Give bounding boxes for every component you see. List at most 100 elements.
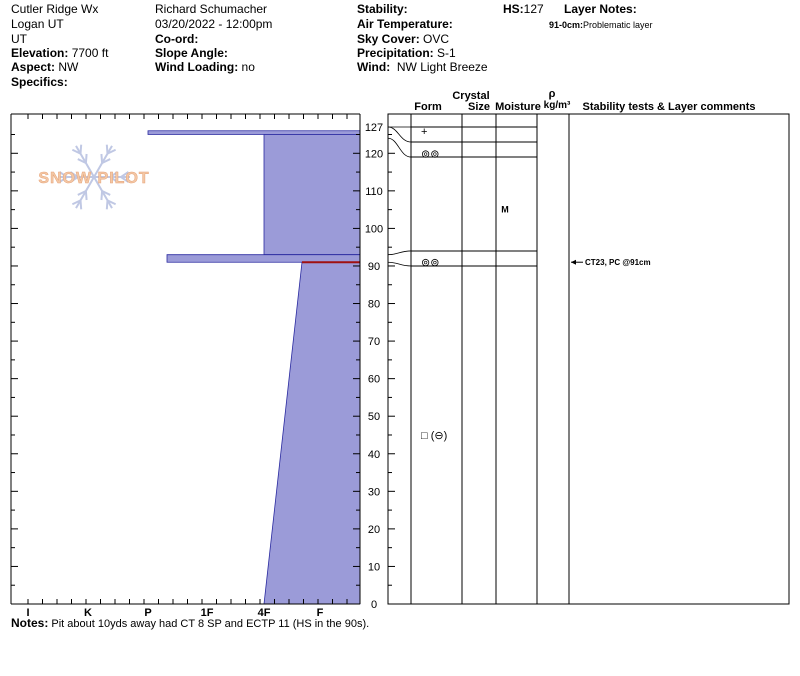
wind-loading-label: Wind Loading: <box>155 60 239 74</box>
sky-label: Sky Cover: <box>357 32 420 46</box>
precip-label: Precipitation: <box>357 46 434 60</box>
wind-loading: Wind Loading: no <box>155 60 255 75</box>
snowflake-branch <box>71 148 81 155</box>
layer-note-range: 91-0cm: <box>549 20 584 30</box>
hs-value: 127 <box>523 2 544 16</box>
precip-value: S-1 <box>437 46 456 60</box>
snowflake-branch <box>71 199 81 206</box>
snowflake-icon <box>58 144 130 210</box>
table-frame <box>387 113 790 605</box>
hardness-layer <box>263 261 361 605</box>
snowflake-branch <box>105 144 109 154</box>
grain-form-label: ⊚⊚ <box>421 257 439 269</box>
layer-connector <box>387 137 412 158</box>
hardness-layer <box>147 130 361 135</box>
wind-value: NW Light Breeze <box>396 60 488 74</box>
stability-comment: CT23, PC @91cm <box>585 258 651 267</box>
grain-form-label: □ (⊖) <box>421 430 447 442</box>
depth-tick-label: 80 <box>368 299 380 311</box>
hardness-tick-label: 4F <box>258 607 271 619</box>
depth-tick-label: 60 <box>368 374 380 386</box>
hardness-tick-label: K <box>84 607 92 619</box>
snowflake-branch <box>107 199 117 206</box>
depth-tick-label: 50 <box>368 411 380 423</box>
snowflake-branch <box>77 190 87 196</box>
snowflake-branch <box>59 171 68 178</box>
snowpilot-logo: SNOW PILOT <box>38 144 149 210</box>
snowflake-branch <box>69 171 79 178</box>
notes-text: Pit about 10yds away had CT 8 SP and ECT… <box>51 618 370 630</box>
snowflake-branch <box>77 158 87 164</box>
wind-loading-value: no <box>241 60 255 74</box>
coord-label: Co-ord: <box>155 32 199 46</box>
layer-notes-label: Layer Notes: <box>564 2 637 16</box>
elevation-label: Elevation: <box>11 46 69 60</box>
precipitation: Precipitation: S-1 <box>357 46 456 61</box>
notes: Notes: Pit about 10yds away had CT 8 SP … <box>11 616 369 630</box>
rho-heading: ρ <box>549 88 556 100</box>
hs-label: HS: <box>503 2 524 16</box>
state: UT <box>11 32 27 46</box>
aspect-label: Aspect: <box>11 60 56 74</box>
notes-label: Notes: <box>11 616 49 630</box>
layer-connector <box>387 126 412 143</box>
sky-cover: Sky Cover: OVC <box>357 32 449 47</box>
depth-tick-label: 127 <box>365 122 383 134</box>
snowflake-branch <box>84 153 88 164</box>
datetime: 03/20/2022 - 12:00pm <box>155 17 273 31</box>
snowflake-branch <box>109 171 119 178</box>
elevation-value: 7700 ft <box>71 46 109 60</box>
logo-text: SNOW PILOT <box>38 170 149 187</box>
moisture-heading: Moisture <box>495 101 541 113</box>
snowflake-arm <box>93 176 113 209</box>
hardness-layer <box>166 254 361 263</box>
depth-tick-label: 100 <box>365 223 383 235</box>
wind-label: Wind: <box>357 60 391 74</box>
hardness-layer <box>263 134 361 256</box>
layer-connector <box>387 261 412 267</box>
coord: Co-ord: <box>155 32 198 47</box>
snowflake-arm <box>75 176 95 209</box>
stability: Stability: <box>357 2 408 17</box>
moisture-label: M <box>501 205 509 215</box>
snowflake-branch <box>79 200 83 210</box>
location-name: Cutler Ridge Wx <box>11 2 99 16</box>
hardness-tick-label: I <box>26 607 29 619</box>
snowflake-branch <box>120 176 129 183</box>
specifics-label: Specifics: <box>11 75 68 89</box>
depth-tick-label: 20 <box>368 524 380 536</box>
density-unit-heading: kg/m³ <box>544 100 571 111</box>
depth-tick-label: 110 <box>365 186 383 198</box>
elevation: Elevation: 7700 ft <box>11 46 108 61</box>
aspect-value: NW <box>58 60 79 74</box>
snowflake-branch <box>107 148 117 155</box>
snowflake-arm <box>75 145 95 178</box>
hardness-tick-label: 1F <box>201 607 214 619</box>
specifics: Specifics: <box>11 75 68 90</box>
snowflake-branch <box>79 144 83 154</box>
slope-angle: Slope Angle: <box>155 46 228 61</box>
region: Logan UT <box>11 17 64 31</box>
size-heading: Size <box>468 101 490 113</box>
stability-label: Stability: <box>357 2 408 16</box>
depth-tick-label: 10 <box>368 561 380 573</box>
comment-arrow-head <box>571 259 576 265</box>
snowflake-branch <box>109 176 119 183</box>
depth-tick-label: 30 <box>368 486 380 498</box>
crystal-heading: Crystal <box>452 90 489 102</box>
observer: Richard Schumacher <box>155 2 268 16</box>
form-heading: Form <box>414 101 442 113</box>
depth-tick-label: 70 <box>368 336 380 348</box>
slope-label: Slope Angle: <box>155 46 228 60</box>
layer-notes: Layer Notes: <box>564 2 637 17</box>
grain-form-label: + <box>421 126 427 138</box>
hardness-tick-label: P <box>144 607 151 619</box>
snowflake-branch <box>69 176 79 183</box>
snowflake-branch <box>59 176 68 183</box>
snowflake-branch <box>100 190 104 201</box>
depth-tick-label: 120 <box>365 148 383 160</box>
hardness-tick-label: F <box>317 607 324 619</box>
hs: HS:127 <box>503 2 544 17</box>
aspect: Aspect: NW <box>11 60 78 75</box>
depth-tick-label: 40 <box>368 449 380 461</box>
